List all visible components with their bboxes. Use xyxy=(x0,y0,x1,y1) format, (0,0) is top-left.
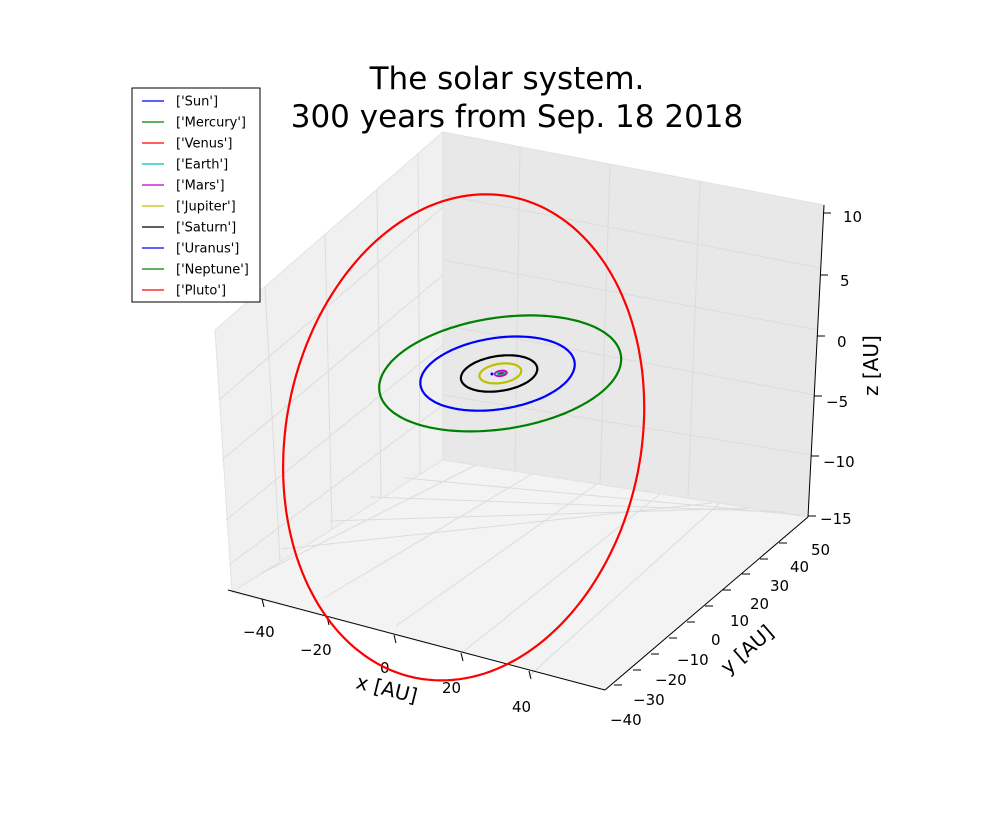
y-tick-label: 20 xyxy=(750,595,769,613)
tick-marks xyxy=(261,212,831,686)
z-tick-label: 10 xyxy=(843,208,862,226)
y-tick-label: 40 xyxy=(790,558,809,576)
x-tick-label: 20 xyxy=(442,679,461,697)
orbit-pluto xyxy=(281,193,646,682)
x-tick-label: −20 xyxy=(300,641,332,659)
y-tick-label: −40 xyxy=(610,711,642,729)
legend-box xyxy=(131,87,261,303)
z-axis-label: z [AU] xyxy=(859,335,883,396)
y-tick-label: 0 xyxy=(711,631,721,649)
orbit-saturn xyxy=(459,354,539,393)
z-tick-label: −10 xyxy=(823,453,855,471)
orbit-neptune xyxy=(378,314,623,433)
chart-title-line-2: 300 years from Sep. 18 2018 xyxy=(291,99,744,135)
z-axis-line xyxy=(807,204,825,518)
orbit-sun xyxy=(490,372,494,376)
y-tick-label: 30 xyxy=(770,577,789,595)
x-tick-label: −40 xyxy=(243,623,275,641)
x-tick-label: 40 xyxy=(512,698,531,716)
orbit-earth xyxy=(496,370,507,377)
y-tick-label: −10 xyxy=(677,651,709,669)
legend-label-earth: ['Earth'] xyxy=(176,158,228,173)
legend-label-venus: ['Venus'] xyxy=(176,137,232,152)
legend-label-mercury: ['Mercury'] xyxy=(176,116,246,131)
legend-label-jupiter: ['Jupiter'] xyxy=(176,200,236,215)
legend-label-uranus: ['Uranus'] xyxy=(176,242,239,257)
z-tick-labels: −15 −10 −5 0 5 10 xyxy=(820,208,862,528)
z-tick-label: 0 xyxy=(837,333,847,351)
chart-title-line-1: The solar system. xyxy=(369,61,645,97)
x-axis-line xyxy=(227,589,606,691)
y-tick-label: 50 xyxy=(811,541,830,559)
y-tick-label: −30 xyxy=(633,691,665,709)
orbit-lines xyxy=(281,193,646,682)
z-tick-label: −15 xyxy=(820,510,852,528)
orbit-mars xyxy=(493,369,508,378)
axis-lines xyxy=(227,204,825,691)
legend: ['Sun'] ['Mercury'] ['Venus'] ['Earth'] ['Ma… xyxy=(131,87,261,303)
x-tick-labels: −40 −20 0 20 40 xyxy=(243,623,531,716)
legend-label-neptune: ['Neptune'] xyxy=(176,263,249,278)
orbit-jupiter xyxy=(478,362,523,385)
y-tick-label: −20 xyxy=(655,671,687,689)
legend-label-pluto: ['Pluto'] xyxy=(176,284,226,299)
z-tick-label: −5 xyxy=(826,393,848,411)
z-tick-label: 5 xyxy=(840,272,850,290)
y-tick-labels: −40 −30 −20 −10 0 10 20 30 40 50 xyxy=(610,541,830,729)
y-axis-line xyxy=(604,516,809,691)
orbit-uranus xyxy=(419,335,576,412)
y-tick-label: 10 xyxy=(730,612,749,630)
legend-label-mars: ['Mars'] xyxy=(176,179,225,194)
legend-items: ['Sun'] ['Mercury'] ['Venus'] ['Earth'] ['Ma… xyxy=(142,95,249,299)
grid-lines xyxy=(218,146,822,678)
legend-label-saturn: ['Saturn'] xyxy=(176,221,236,236)
legend-label-sun: ['Sun'] xyxy=(176,95,218,110)
